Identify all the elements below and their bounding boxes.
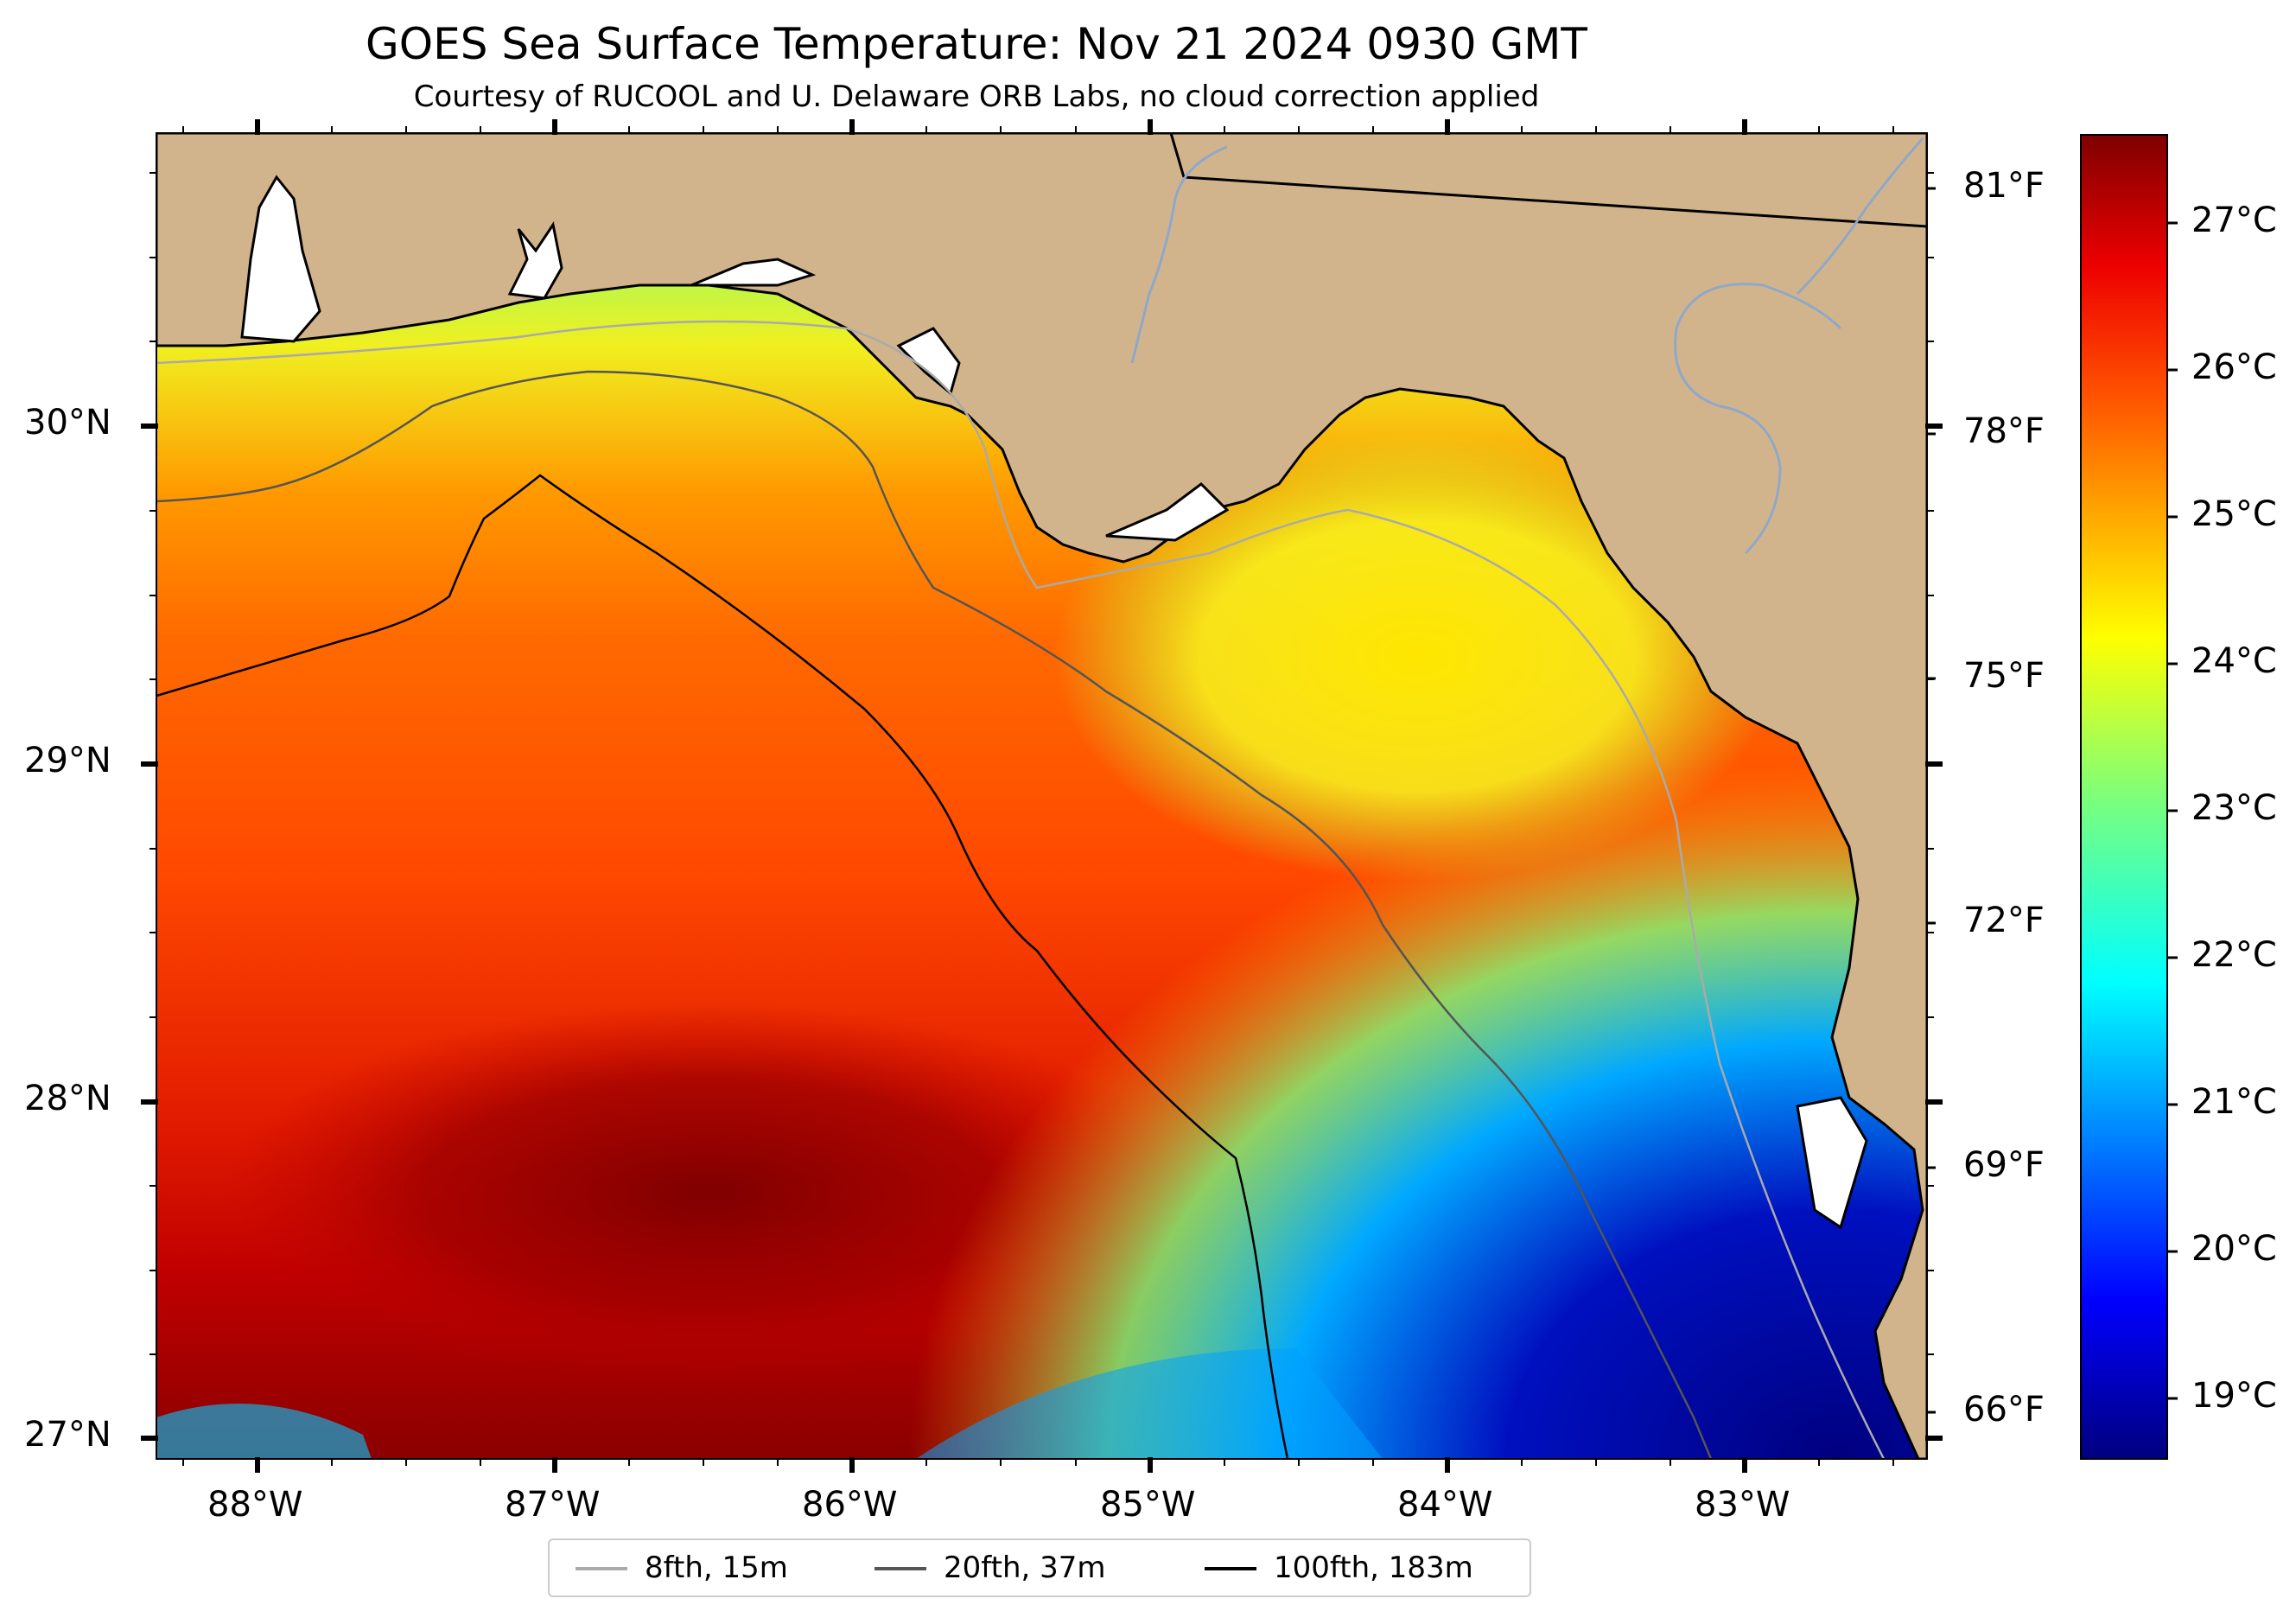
c-label-20: 20°C [2191, 1229, 2277, 1269]
map-area [156, 133, 1927, 1459]
c-label-27: 27°C [2191, 201, 2277, 240]
fahrenheit-ticks [1927, 187, 1936, 1414]
c-label-25: 25°C [2191, 494, 2277, 534]
lon-label-83w: 83°W [1695, 1485, 1790, 1525]
bay [1796, 1096, 1868, 1230]
cold-filament [156, 1404, 372, 1459]
lon-label-88w: 88°W [207, 1485, 303, 1525]
lon-label-85w: 85°W [1100, 1485, 1196, 1525]
bay [896, 327, 961, 396]
map-title: GOES Sea Surface Temperature: Nov 21 202… [366, 19, 1587, 69]
legend-label-20fth: 20fth, 37m [944, 1551, 1106, 1585]
river [1674, 283, 1842, 555]
f-label-66: 66°F [1963, 1390, 2045, 1430]
f-label-75: 75°F [1963, 656, 2045, 696]
c-label-19: 19°C [2191, 1376, 2277, 1416]
lat-major-ticks [141, 424, 1943, 1441]
lat-label-30n: 30°N [24, 403, 111, 443]
lon-major-ticks [255, 119, 1747, 1473]
bay [690, 258, 817, 287]
legend-label-8fth: 8fth, 15m [645, 1551, 788, 1585]
c-label-21: 21°C [2191, 1082, 2277, 1122]
isobath-20fth [156, 370, 1713, 1459]
bay [507, 221, 563, 300]
map-frame [156, 132, 1928, 1460]
state-boundary [1183, 175, 1927, 228]
f-label-69: 69°F [1963, 1145, 2045, 1185]
state-boundary [1169, 133, 1186, 178]
land-mass [156, 133, 1927, 1459]
legend-label-100fth: 100fth, 183m [1274, 1551, 1473, 1585]
map-subtitle: Courtesy of RUCOOL and U. Delaware ORB L… [413, 80, 1540, 114]
lat-label-28n: 28°N [24, 1079, 111, 1118]
river [1130, 145, 1228, 364]
c-label-24: 24°C [2191, 641, 2277, 681]
bay [240, 175, 321, 343]
river [1796, 137, 1924, 296]
minor-ticks [149, 126, 1934, 1466]
f-label-78: 78°F [1963, 411, 2045, 451]
legend-swatch-100fth [1205, 1567, 1256, 1570]
legend-swatch-8fth [576, 1567, 627, 1570]
isobath-legend: 8fth, 15m 20fth, 37m 100fth, 183m [548, 1538, 1531, 1597]
c-label-26: 26°C [2191, 347, 2277, 387]
lat-label-27n: 27°N [24, 1415, 111, 1455]
f-label-81: 81°F [1963, 166, 2045, 206]
cold-filament [916, 1348, 1383, 1459]
c-label-22: 22°C [2191, 935, 2277, 975]
isobath-8fth [156, 320, 1886, 1459]
bay [1105, 482, 1230, 542]
legend-swatch-20fth [875, 1567, 926, 1570]
c-label-23: 23°C [2191, 788, 2277, 828]
lon-label-87w: 87°W [505, 1485, 601, 1525]
colorbar [2080, 134, 2168, 1460]
colorbar-ticks [2167, 221, 2178, 1400]
lon-label-84w: 84°W [1397, 1485, 1493, 1525]
lon-label-86w: 86°W [802, 1485, 898, 1525]
lat-label-29n: 29°N [24, 741, 111, 780]
isobath-100fth [156, 474, 1289, 1459]
f-label-72: 72°F [1963, 901, 2045, 940]
